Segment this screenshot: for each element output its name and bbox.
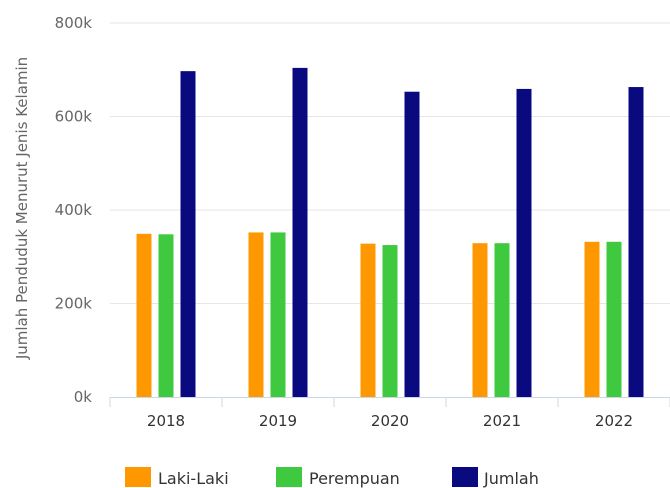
y-axis: 0k 200k 400k 600k 800k: [55, 14, 93, 406]
bar-perempuan[interactable]: [158, 234, 174, 397]
legend-item-jumlah[interactable]: Jumlah: [452, 467, 539, 488]
y-tick-label: 0k: [74, 388, 93, 406]
y-tick-label: 800k: [55, 14, 93, 32]
legend-label: Laki-Laki: [158, 469, 229, 488]
bar-jumlah[interactable]: [404, 91, 420, 397]
legend-item-perempuan[interactable]: Perempuan: [276, 467, 400, 488]
legend[interactable]: Laki-Laki Perempuan Jumlah: [125, 467, 539, 488]
legend-swatch: [452, 467, 478, 487]
bar-jumlah[interactable]: [516, 88, 532, 397]
y-tick-label: 400k: [55, 201, 93, 219]
legend-label: Jumlah: [483, 469, 539, 488]
bars: [136, 67, 644, 398]
x-axis: 2018 2019 2020 2021 2022: [109, 397, 670, 430]
x-tick-label: 2018: [147, 412, 185, 430]
bar-laki-laki[interactable]: [136, 233, 152, 397]
y-axis-title: Jumlah Penduduk Menurut Jenis Kelamin: [13, 57, 31, 360]
bar-perempuan[interactable]: [270, 232, 286, 397]
bar-laki-laki[interactable]: [472, 243, 488, 397]
legend-swatch: [125, 467, 151, 487]
bar-jumlah[interactable]: [628, 87, 644, 398]
legend-label: Perempuan: [309, 469, 400, 488]
bar-laki-laki[interactable]: [584, 241, 600, 397]
legend-swatch: [276, 467, 302, 487]
bar-perempuan[interactable]: [606, 241, 622, 397]
x-tick-label: 2019: [259, 412, 297, 430]
bar-jumlah[interactable]: [180, 71, 196, 397]
bar-laki-laki[interactable]: [248, 232, 264, 397]
legend-item-laki-laki[interactable]: Laki-Laki: [125, 467, 229, 488]
x-tick-label: 2020: [371, 412, 409, 430]
y-tick-label: 600k: [55, 108, 93, 126]
bar-perempuan[interactable]: [494, 243, 510, 397]
bar-perempuan[interactable]: [382, 245, 398, 397]
bar-laki-laki[interactable]: [360, 243, 376, 397]
y-tick-label: 200k: [55, 295, 93, 313]
x-tick-label: 2022: [595, 412, 633, 430]
x-tick-label: 2021: [483, 412, 521, 430]
bar-jumlah[interactable]: [292, 67, 308, 397]
